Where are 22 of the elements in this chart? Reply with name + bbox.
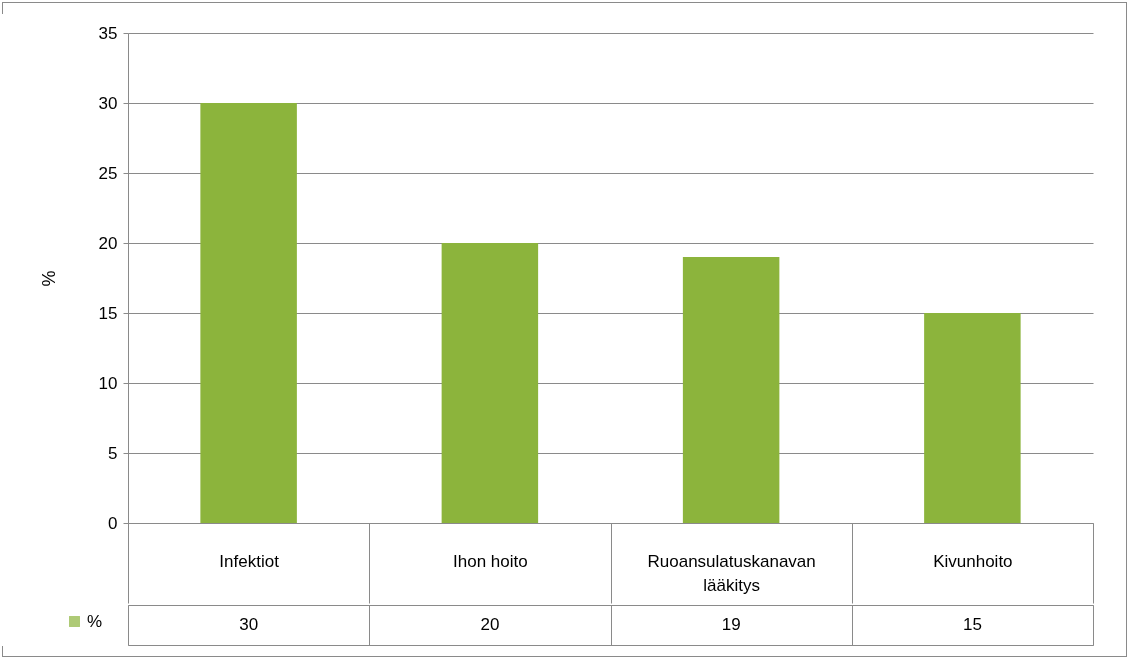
bar bbox=[441, 243, 539, 523]
data-label: 19 bbox=[721, 615, 741, 634]
bar bbox=[682, 257, 780, 523]
x-tick-label: Kivunhoito bbox=[933, 551, 1013, 571]
y-tick-label: 15 bbox=[98, 303, 118, 323]
x-tick-label: Ihon hoito bbox=[453, 551, 528, 571]
data-label: 15 bbox=[962, 615, 982, 634]
legend-label: % bbox=[87, 611, 103, 631]
y-tick-label: 20 bbox=[98, 233, 118, 253]
bar bbox=[924, 313, 1021, 523]
bar bbox=[200, 103, 297, 523]
data-label: 20 bbox=[480, 615, 500, 634]
y-tick-label: 35 bbox=[98, 23, 118, 43]
y-tick-label: 0 bbox=[108, 513, 118, 533]
y-axis-title: % bbox=[38, 270, 59, 287]
x-tick-label: Ruoansulatuskanavan lääkitys bbox=[647, 551, 816, 595]
y-tick-label: 30 bbox=[98, 93, 118, 113]
x-tick-label: Infektiot bbox=[219, 551, 280, 571]
y-tick-label: 10 bbox=[98, 373, 118, 393]
y-tick-label: 5 bbox=[108, 443, 118, 463]
y-tick-label: 25 bbox=[98, 163, 118, 183]
data-label: 30 bbox=[239, 615, 259, 634]
